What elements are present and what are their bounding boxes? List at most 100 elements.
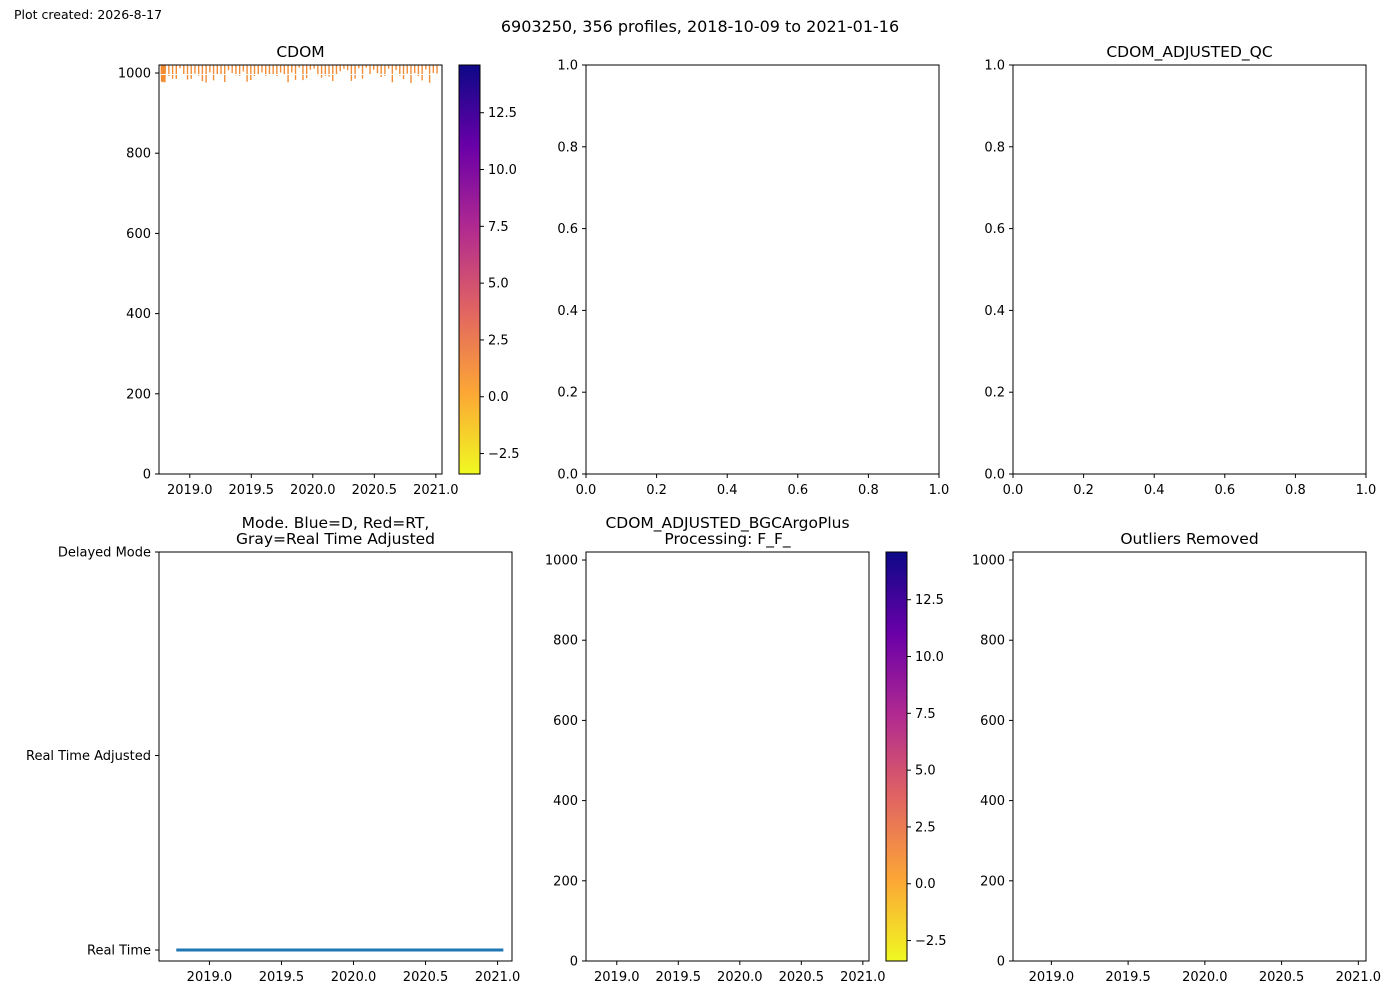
cdom-title: CDOM <box>276 43 324 61</box>
empty-panel: 0.0 0.2 0.4 0.6 0.8 1.0 0.0 0.2 0.4 0.6 0.8 1.0 <box>557 59 949 499</box>
mode-panel: 2019.0 2019.5 2020.0 2020.5 2021.0 Real Time R… <box>26 514 520 985</box>
plot-created-label: Plot created: 2026-8-17 <box>14 7 162 22</box>
empty-ytick-label: 0.8 <box>557 140 578 155</box>
cdom-ytick-label: 800 <box>126 147 151 162</box>
bgc-colorbar <box>885 551 908 962</box>
cdom-colorbar-tick-label: 5.0 <box>488 277 509 292</box>
qc-xtick-label: 0.6 <box>1214 483 1235 498</box>
bgc-xtick-label: 2019.0 <box>594 970 640 985</box>
mode-category-label: Real Time Adjusted <box>26 749 151 764</box>
empty-ytick-label: 0.6 <box>557 222 578 237</box>
cdom-colorbar-tick-label: 12.5 <box>488 106 517 121</box>
cdom-ytick-label: 0 <box>143 468 151 483</box>
outliers-xtick-label: 2019.0 <box>1029 970 1075 985</box>
bgc-ytick-label: 0 <box>570 955 578 970</box>
cdom-ytick-label: 1000 <box>118 67 151 82</box>
mode-title: Gray=Real Time Adjusted <box>236 530 435 548</box>
bgc-colorbar-tick-label: 0.0 <box>915 877 936 892</box>
cdom-colorbar <box>458 64 481 475</box>
mode-xtick-label: 2020.5 <box>403 970 449 985</box>
bgc-panel: 2019.0 2019.5 2020.0 2020.5 2021.0 0 200 400 600… <box>545 514 947 985</box>
bgc-xtick-label: 2021.0 <box>840 970 886 985</box>
cdom-axes <box>158 64 443 475</box>
empty-ytick-label: 0.0 <box>557 468 578 483</box>
mode-axes <box>158 551 513 962</box>
empty-xtick-label: 0.8 <box>858 483 879 498</box>
bgc-ytick-label: 600 <box>553 714 578 729</box>
bgc-xtick-label: 2019.5 <box>656 970 702 985</box>
cdom-colorbar-tick-label: 7.5 <box>488 220 509 235</box>
outliers-xtick-label: 2020.0 <box>1182 970 1228 985</box>
qc-ytick-label: 0.8 <box>984 140 1005 155</box>
bgc-colorbar-tick-label: 2.5 <box>915 820 936 835</box>
qc-xtick-label: 0.0 <box>1003 483 1024 498</box>
mode-xtick-label: 2020.0 <box>331 970 377 985</box>
bgc-colorbar-tick-label: 10.0 <box>915 650 944 665</box>
empty-xtick-label: 0.0 <box>576 483 597 498</box>
qc-title: CDOM_ADJUSTED_QC <box>1106 43 1272 62</box>
mode-category-label: Delayed Mode <box>58 546 151 561</box>
qc-ytick-label: 0.4 <box>984 304 1005 319</box>
figure-suptitle: 6903250, 356 profiles, 2018-10-09 to 202… <box>501 17 899 36</box>
bgc-colorbar-tick-label: 12.5 <box>915 593 944 608</box>
outliers-ytick-label: 0 <box>997 955 1005 970</box>
cdom-panel: 2019.0 2019.5 2020.0 2020.5 2021.0 0 200 400 600… <box>118 43 520 498</box>
qc-ytick-label: 1.0 <box>984 59 1005 74</box>
empty-ytick-label: 0.4 <box>557 304 578 319</box>
cdom-ytick-label: 600 <box>126 227 151 242</box>
empty-xtick-label: 0.4 <box>717 483 738 498</box>
bgc-colorbar-tick-label: −2.5 <box>915 934 947 949</box>
mode-xtick-label: 2019.0 <box>187 970 233 985</box>
bgc-ytick-label: 200 <box>553 874 578 889</box>
empty-xtick-label: 0.6 <box>787 483 808 498</box>
outliers-xtick-label: 2020.5 <box>1259 970 1305 985</box>
bgc-title: Processing: F_F_ <box>664 530 790 549</box>
empty-ytick-label: 1.0 <box>557 59 578 74</box>
empty-ytick-label: 0.2 <box>557 386 578 401</box>
empty-xtick-label: 1.0 <box>929 483 950 498</box>
qc-axes <box>1012 64 1367 475</box>
outliers-ytick-label: 1000 <box>972 554 1005 569</box>
cdom-xtick-label: 2021.0 <box>413 483 459 498</box>
qc-xtick-label: 1.0 <box>1356 483 1377 498</box>
outliers-xtick-label: 2019.5 <box>1105 970 1151 985</box>
cdom-xtick-label: 2019.5 <box>229 483 275 498</box>
bgc-colorbar-tick-label: 7.5 <box>915 707 936 722</box>
cdom-xtick-label: 2019.0 <box>167 483 213 498</box>
qc-ytick-label: 0.2 <box>984 386 1005 401</box>
cdom-xtick-label: 2020.5 <box>352 483 398 498</box>
cdom-profiles <box>160 65 438 84</box>
mode-xtick-label: 2019.5 <box>259 970 305 985</box>
bgc-ytick-label: 1000 <box>545 554 578 569</box>
qc-xtick-label: 0.8 <box>1285 483 1306 498</box>
cdom-colorbar-tick-label: −2.5 <box>488 447 520 462</box>
cdom-colorbar-tick-label: 0.0 <box>488 390 509 405</box>
outliers-axes <box>1012 551 1367 962</box>
bgc-ytick-label: 800 <box>553 634 578 649</box>
mode-category-label: Real Time <box>87 944 151 959</box>
outliers-ytick-label: 800 <box>980 634 1005 649</box>
outliers-ytick-label: 200 <box>980 874 1005 889</box>
qc-xtick-label: 0.4 <box>1144 483 1165 498</box>
bgc-ytick-label: 400 <box>553 794 578 809</box>
qc-ytick-label: 0.6 <box>984 222 1005 237</box>
mode-title: Mode. Blue=D, Red=RT, <box>242 514 430 532</box>
empty-axes <box>585 64 940 475</box>
qc-panel: 0.0 0.2 0.4 0.6 0.8 1.0 0.0 0.2 0.4 0.6 0.8 1.0 CDOM… <box>984 43 1376 498</box>
bgc-xtick-label: 2020.5 <box>779 970 825 985</box>
outliers-ytick-label: 400 <box>980 794 1005 809</box>
mode-xtick-label: 2021.0 <box>475 970 521 985</box>
outliers-title: Outliers Removed <box>1120 530 1258 548</box>
bgc-colorbar-tick-label: 5.0 <box>915 764 936 779</box>
qc-xtick-label: 0.2 <box>1073 483 1094 498</box>
bgc-axes <box>585 551 870 962</box>
cdom-ytick-label: 200 <box>126 387 151 402</box>
cdom-xtick-label: 2020.0 <box>290 483 336 498</box>
cdom-ytick-label: 400 <box>126 307 151 322</box>
outliers-panel: 2019.0 2019.5 2020.0 2020.5 2021.0 0 200 400 600… <box>972 530 1381 985</box>
cdom-colorbar-tick-label: 2.5 <box>488 333 509 348</box>
empty-xtick-label: 0.2 <box>646 483 667 498</box>
bgc-xtick-label: 2020.0 <box>717 970 763 985</box>
outliers-xtick-label: 2021.0 <box>1336 970 1382 985</box>
